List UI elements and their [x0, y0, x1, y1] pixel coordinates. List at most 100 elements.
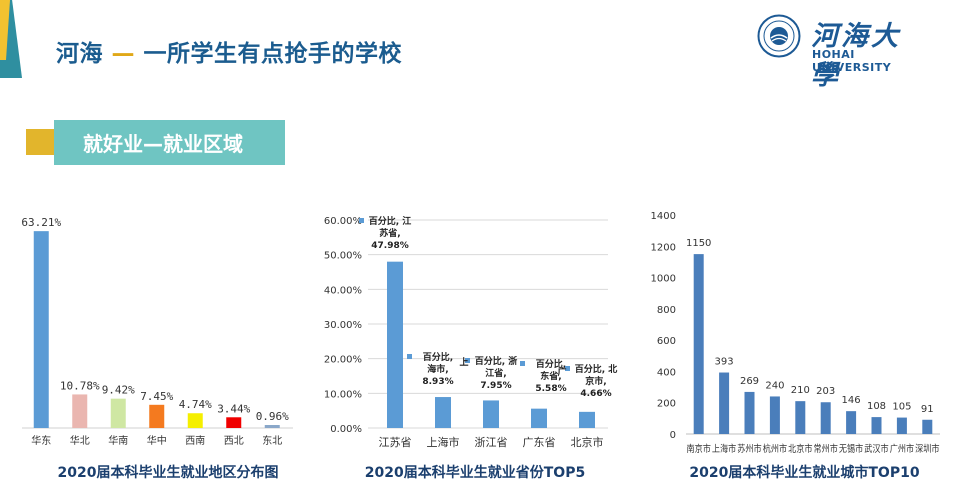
- bar-东北: [264, 425, 280, 428]
- province-chart-svg: 0.00% 10.00% 20.00% 30.00% 40.00% 50.00% 60.00…: [324, 215, 618, 449]
- data-label: 百分比, 江: [369, 215, 412, 227]
- category-label: 东北: [262, 434, 282, 447]
- bar-江苏省: [387, 261, 403, 428]
- value-label: 240: [765, 380, 784, 391]
- city-chart-title: 2020届本科毕业生就业城市TOP10: [689, 465, 920, 481]
- bar-广东省: [531, 408, 547, 428]
- bar-广州市: [896, 417, 907, 434]
- category-label: 华中: [147, 434, 167, 447]
- category-label: 上海市: [427, 435, 460, 449]
- label-marker: [407, 354, 412, 359]
- y-tick-label: 800: [657, 305, 676, 316]
- category-label: 广东省: [523, 436, 556, 449]
- value-label: 3.44%: [217, 402, 250, 415]
- region-chart-svg: 63.21% 华东 10.78% 华北 9.42% 华南 7.45% 华中 4.74% 西南 3.4…: [21, 216, 293, 447]
- data-label: 百分比,: [423, 351, 453, 363]
- category-label: 广州市: [890, 443, 915, 455]
- label-marker: [359, 218, 364, 223]
- data-label: 8.93%: [422, 377, 453, 387]
- bar-北京市: [795, 401, 806, 434]
- label-marker: [520, 361, 525, 366]
- category-label: 武汉市: [864, 443, 889, 455]
- bar-杭州市: [769, 396, 780, 434]
- logo-chinese-name: 河海大學: [811, 21, 901, 91]
- region-chart-title: 2020届本科毕业生就业地区分布图: [57, 465, 279, 481]
- category-label: 华东: [31, 434, 51, 447]
- section-title: 就好业—就业区域: [83, 132, 243, 156]
- logo-english-name: HOHAI UNIVERSITY: [812, 48, 892, 74]
- data-label: 7.95%: [480, 381, 511, 391]
- bar-上海市: [435, 397, 451, 428]
- label-marker: [465, 358, 470, 363]
- bar-华南: [110, 398, 126, 428]
- y-tick-label: 50.00%: [324, 251, 362, 262]
- data-label: 东省,: [540, 370, 561, 382]
- data-label: 百分比, 北: [575, 363, 618, 375]
- bar-深圳市: [922, 419, 933, 434]
- value-label: 4.74%: [179, 398, 212, 411]
- category-label: 无锡市: [839, 443, 864, 455]
- city-chart-svg: 0 200 400 600 800 1000 1200 1400 1150 南京市 393 上海市 26…: [651, 211, 940, 455]
- category-label: 北京市: [571, 435, 604, 449]
- bar-苏州市: [744, 391, 755, 434]
- category-label: 华北: [70, 434, 90, 447]
- data-label: 京市,: [585, 375, 606, 387]
- category-label: 上海市: [712, 443, 737, 455]
- data-label: 47.98%: [371, 241, 409, 251]
- y-tick-label: 400: [657, 367, 676, 378]
- data-label-fragment: 广: [557, 366, 566, 378]
- y-tick-label: 0.00%: [330, 424, 362, 435]
- title-rest: 一所学生有点抢手的学校: [143, 41, 403, 67]
- category-label: 西南: [185, 434, 205, 447]
- y-tick-label: 30.00%: [324, 320, 362, 331]
- bar-南京市: [693, 254, 704, 434]
- y-tick-label: 20.00%: [324, 355, 362, 366]
- data-label: 4.66%: [580, 389, 611, 399]
- bar-浙江省: [483, 400, 499, 428]
- category-label: 杭州市: [763, 443, 788, 455]
- category-label: 深圳市: [915, 443, 940, 455]
- category-label: 江苏省: [379, 436, 412, 449]
- y-tick-label: 200: [657, 399, 676, 410]
- province-chart-title: 2020届本科毕业生就业省份TOP5: [364, 465, 586, 481]
- bar-华北: [72, 394, 88, 428]
- data-label: 苏省,: [379, 227, 400, 239]
- data-label: 海市,: [427, 363, 448, 375]
- value-label: 7.45%: [140, 390, 173, 403]
- bar-常州市: [820, 402, 831, 434]
- page-title: 河海 — 一所学生有点抢手的学校: [56, 34, 402, 68]
- data-label: 百分比,: [536, 358, 566, 370]
- seal-icon: [757, 14, 801, 58]
- data-label: 百分比, 浙: [475, 355, 518, 367]
- value-label: 203: [816, 386, 835, 397]
- value-label: 105: [892, 402, 911, 413]
- y-tick-label: 10.00%: [324, 389, 362, 400]
- category-label: 浙江省: [475, 436, 508, 449]
- category-label: 西北: [224, 435, 244, 447]
- bar-无锡市: [846, 411, 857, 434]
- y-tick-label: 0: [670, 430, 676, 441]
- bar-上海市: [719, 372, 730, 434]
- value-label: 9.42%: [102, 384, 135, 397]
- data-label: 5.58%: [535, 384, 566, 394]
- value-label: 0.96%: [256, 410, 289, 423]
- y-tick-label: 1200: [651, 242, 676, 253]
- category-label: 北京市: [788, 443, 813, 455]
- category-label: 南京市: [687, 443, 712, 455]
- value-label: 1150: [686, 238, 711, 249]
- data-label: 江省,: [485, 367, 506, 379]
- data-label-fragment: 上: [459, 356, 468, 368]
- province-top5-chart: 0.00% 10.00% 20.00% 30.00% 40.00% 50.00% 60.00…: [318, 205, 618, 455]
- y-tick-label: 60.00%: [324, 216, 362, 227]
- bar-武汉市: [871, 417, 882, 434]
- title-dash: —: [111, 41, 136, 67]
- bar-西南: [187, 413, 203, 428]
- title-main: 河海: [56, 41, 103, 67]
- city-top10-chart: 0 200 400 600 800 1000 1200 1400 1150 南京市 393 上海市 26…: [650, 205, 945, 460]
- decor-yellow-stripe: [0, 0, 10, 60]
- bar-西北: [226, 417, 242, 428]
- value-label: 210: [791, 385, 810, 396]
- category-label: 华南: [108, 434, 128, 447]
- bar-北京市: [579, 411, 595, 428]
- value-label: 393: [715, 357, 734, 368]
